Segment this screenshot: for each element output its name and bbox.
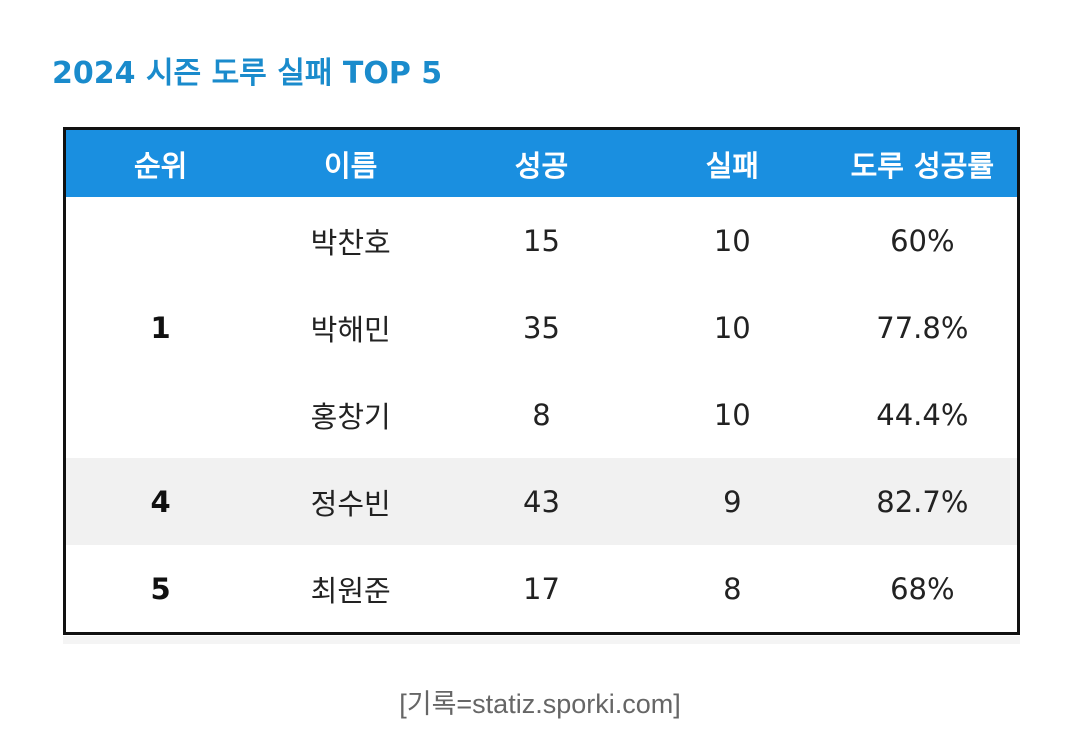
rank-cell: 1 bbox=[150, 310, 171, 345]
table-cell: 최원준 bbox=[310, 573, 391, 608]
source: [기록=statiz.sporki.com] bbox=[399, 689, 681, 719]
rank-cell: 5 bbox=[150, 571, 171, 606]
table-cell: 10 bbox=[713, 310, 751, 345]
header-row: 순위 이름 성공 실패 도루 성공률 bbox=[64, 128, 1019, 197]
table-cell: 43 bbox=[446, 458, 637, 545]
table-cell: 8 bbox=[532, 397, 551, 432]
table-cell: 박해민 bbox=[310, 312, 391, 347]
table-cell: 정수빈 bbox=[255, 458, 447, 545]
header-cell: 순위 bbox=[64, 128, 256, 197]
table-cell: 60% bbox=[890, 223, 955, 258]
rank-cell: 4 bbox=[64, 458, 256, 545]
table-cell: 82.7% bbox=[827, 458, 1019, 545]
title: 2024 시즌 도루 실패 TOP 5 bbox=[52, 56, 443, 91]
stats-table: 순위 이름 성공 실패 도루 성공률 1 박찬호 15 10 60% 박해민 35 10 77.8% 홍창… bbox=[63, 127, 1020, 635]
table-row: 1 박찬호 15 10 60% bbox=[65, 197, 1019, 345]
table-cell: 15 bbox=[523, 223, 560, 258]
table-cell: 35 bbox=[523, 310, 560, 345]
table-row: 홍창기 8 10 44.4% bbox=[65, 371, 1019, 458]
table-row: 박해민 35 10 77.8% bbox=[65, 284, 1019, 371]
header-cell: 성공 bbox=[446, 128, 637, 197]
table-cell: 10 bbox=[713, 223, 751, 258]
table-body: 1 박찬호 15 10 60% 박해민 35 10 77.8% 홍창기 8 10 44.4% 4 정수빈 43… bbox=[64, 197, 1019, 634]
header-cell: 도루 성공률 bbox=[827, 128, 1019, 197]
table-cell: 68% bbox=[890, 571, 955, 606]
table-cell: 홍창기 bbox=[310, 399, 391, 434]
table-cell: 8 bbox=[723, 571, 742, 606]
header-cell: 실패 bbox=[636, 128, 828, 197]
table-cell: 77.8% bbox=[876, 310, 969, 345]
table-cell: 9 bbox=[636, 458, 828, 545]
table-row: 4 정수빈 43 9 82.7% bbox=[64, 458, 1019, 545]
table-cell: 44.4% bbox=[876, 397, 969, 432]
table-row: 5 최원준 17 8 68% bbox=[65, 545, 1019, 634]
table-cell: 박찬호 bbox=[310, 225, 391, 260]
table-cell: 17 bbox=[523, 571, 560, 606]
table-shadow bbox=[63, 636, 1020, 644]
header-cell: 이름 bbox=[255, 128, 447, 197]
table-cell: 10 bbox=[713, 397, 751, 432]
table-header: 순위 이름 성공 실패 도루 성공률 bbox=[64, 128, 1019, 197]
